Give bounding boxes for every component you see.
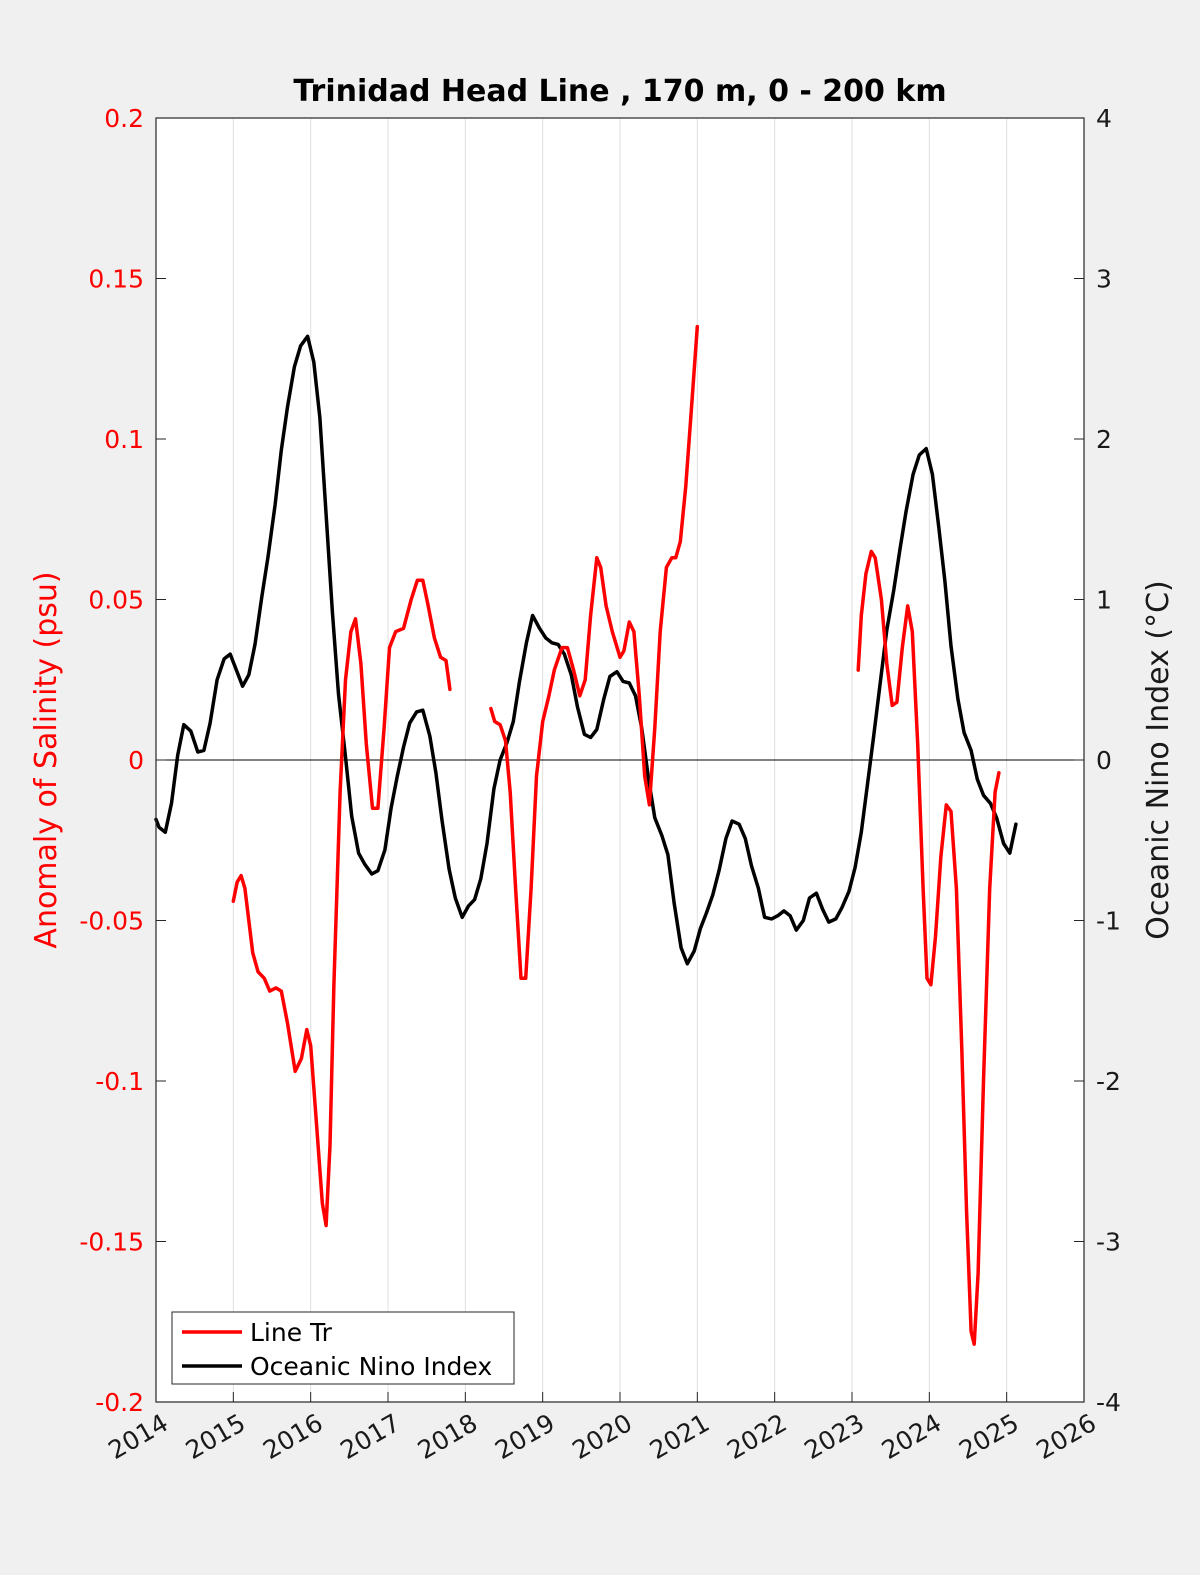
legend-label-salinity: Line Tr bbox=[250, 1318, 333, 1347]
y-axis-label-right: Oceanic Nino Index (°C) bbox=[1141, 580, 1176, 940]
y-left-tick-label: -0.15 bbox=[79, 1228, 144, 1257]
y-left-tick-label: -0.1 bbox=[95, 1067, 144, 1096]
y-right-tick-label: -2 bbox=[1096, 1067, 1121, 1096]
y-left-tick-label: -0.2 bbox=[95, 1388, 144, 1417]
y-right-tick-label: 0 bbox=[1096, 746, 1112, 775]
chart-title: Trinidad Head Line , 170 m, 0 - 200 km bbox=[293, 74, 946, 109]
y-left-tick-label: 0.1 bbox=[104, 425, 144, 454]
y-left-tick-label: -0.05 bbox=[79, 907, 144, 936]
y-right-tick-label: 1 bbox=[1096, 586, 1112, 615]
y-left-tick-label: 0.15 bbox=[88, 265, 144, 294]
legend-label-oni: Oceanic Nino Index bbox=[250, 1352, 492, 1381]
series-line-salinity bbox=[856, 549, 1001, 1346]
y-left-tick-label: 0 bbox=[128, 746, 144, 775]
y-right-tick-label: -4 bbox=[1096, 1388, 1121, 1417]
left-axis: 0.2 0.15 0.1 0.05 0 -0.05 -0.1 -0.15 -0.2 bbox=[79, 104, 166, 1417]
y-right-tick-label: 2 bbox=[1096, 425, 1112, 454]
y-left-tick-label: 0.05 bbox=[88, 586, 144, 615]
y-left-tick-label: 0.2 bbox=[104, 104, 144, 133]
y-right-tick-label: -1 bbox=[1096, 907, 1121, 936]
legend-box bbox=[171, 1311, 515, 1385]
series-layer bbox=[154, 324, 1018, 1346]
y-right-tick-label: 3 bbox=[1096, 265, 1112, 294]
y-right-tick-label: -3 bbox=[1096, 1228, 1121, 1257]
y-axis-label-left: Anomaly of Salinity (psu) bbox=[29, 571, 64, 948]
right-axis: 4 3 2 1 0 -1 -2 -3 -4 bbox=[1074, 104, 1121, 1417]
series-line-salinity bbox=[489, 324, 700, 981]
y-right-tick-label: 4 bbox=[1096, 104, 1112, 133]
series-line-salinity bbox=[231, 578, 452, 1228]
series-line-oni bbox=[154, 334, 1018, 966]
legend: Line Tr Oceanic Nino Index bbox=[171, 1311, 515, 1385]
